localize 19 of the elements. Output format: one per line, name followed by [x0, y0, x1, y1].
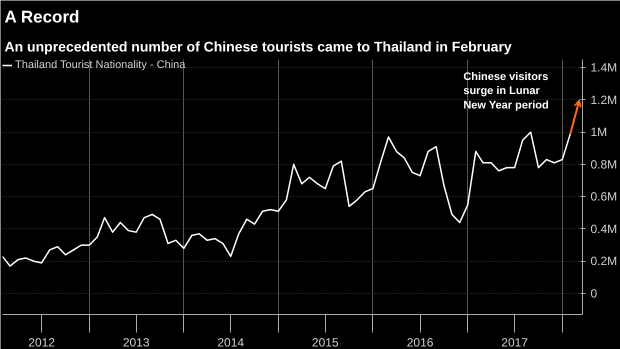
- x-tick-label: 2016: [406, 336, 434, 349]
- x-tick-label: 2014: [217, 336, 244, 349]
- y-tick-label: 0.6M: [590, 190, 618, 204]
- legend-label: Thailand Tourist Nationality - China: [15, 59, 186, 71]
- y-tick-label: 0.8M: [590, 157, 618, 172]
- x-tick-label: 2012: [28, 336, 56, 349]
- x-tick-label: 2017: [501, 336, 528, 349]
- annotation: Chinese visitors surge in Lunar New Year period: [463, 70, 549, 112]
- y-tick-label: 1.2M: [590, 92, 618, 107]
- chart-subtitle: An unprecedented number of Chinese tourists came to Thailand in February: [4, 38, 512, 54]
- y-tick-label: 0.2M: [590, 254, 618, 268]
- chart-title: A Record: [4, 8, 80, 26]
- y-tick-label: 1.4M: [590, 60, 618, 75]
- x-tick-label: 2015: [312, 336, 339, 349]
- y-tick-label: 0: [590, 286, 598, 301]
- x-tick-label: 2013: [122, 336, 150, 349]
- line-series: [2, 131, 572, 267]
- y-tick-label: 1M: [590, 125, 608, 140]
- y-tick-label: 0.4M: [590, 222, 618, 236]
